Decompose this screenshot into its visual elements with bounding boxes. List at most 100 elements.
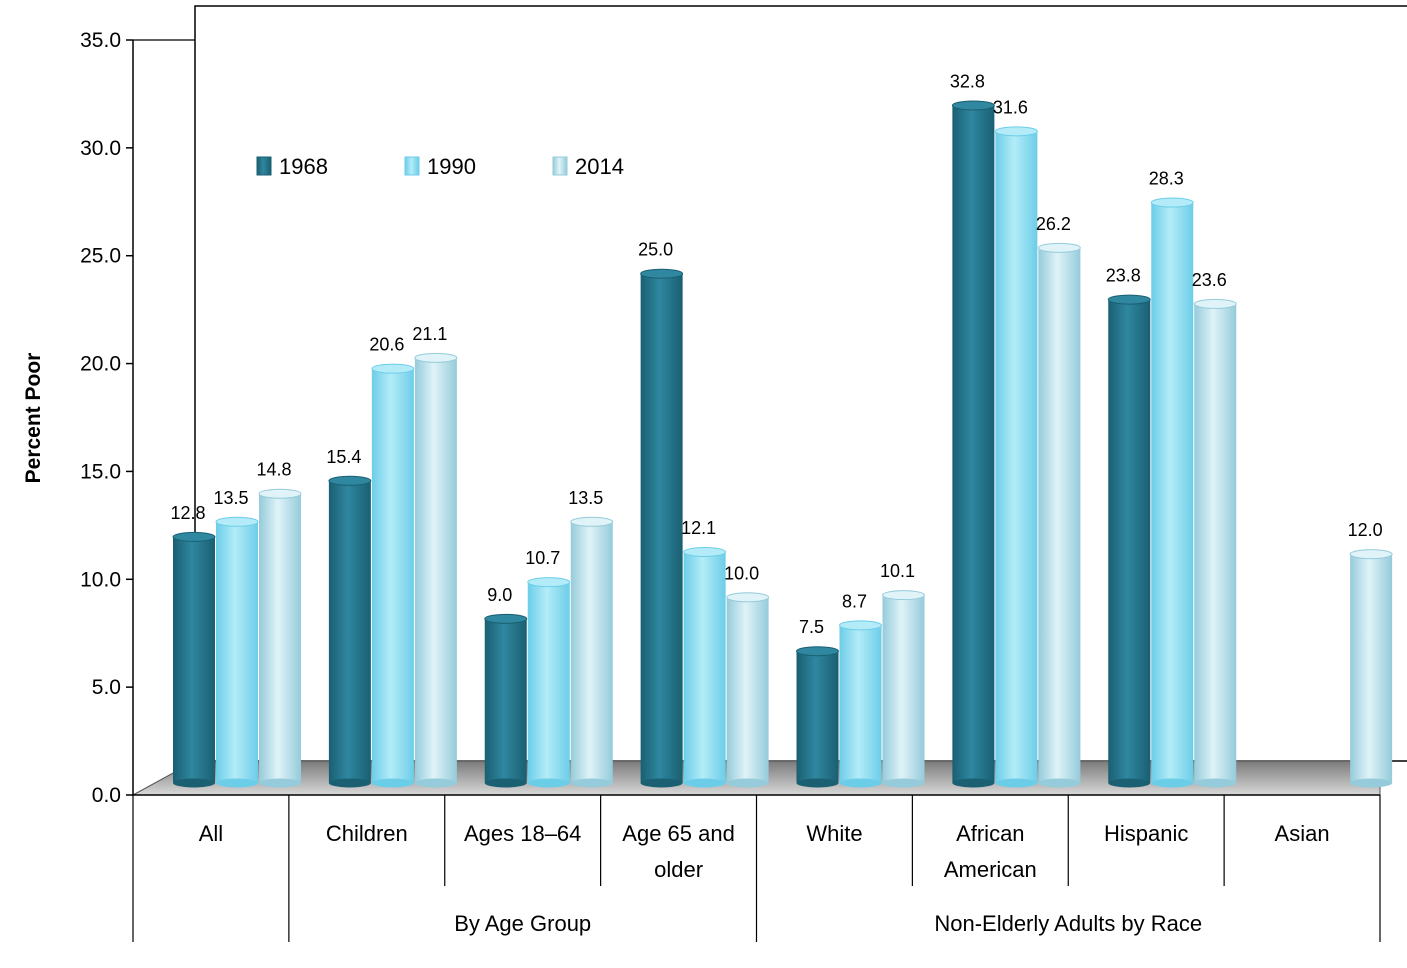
bar-base xyxy=(371,778,414,788)
legend-item-1990: 1990 xyxy=(404,154,476,179)
y-tick-label: 15.0 xyxy=(80,460,121,483)
bar-2014[interactable] xyxy=(882,590,925,788)
bar-base xyxy=(1194,778,1237,788)
bar-cap xyxy=(839,620,882,631)
data-label: 8.7 xyxy=(842,591,867,611)
bar-cap xyxy=(527,577,571,588)
bar-1990[interactable] xyxy=(215,516,259,788)
bar-body[interactable] xyxy=(1151,202,1194,783)
bar-base xyxy=(1108,778,1151,788)
data-label: 32.8 xyxy=(950,71,985,91)
bar-body[interactable] xyxy=(882,595,925,783)
bar-2014[interactable] xyxy=(1193,298,1237,788)
bar-base xyxy=(995,778,1038,788)
legend-swatch xyxy=(552,156,568,176)
bar-1968[interactable] xyxy=(484,613,528,788)
bar-cap xyxy=(570,516,614,527)
data-label: 28.3 xyxy=(1149,169,1184,189)
bar-cap xyxy=(994,126,1038,137)
bar-cap xyxy=(328,475,372,486)
bar-1990[interactable] xyxy=(839,620,882,788)
bar-body[interactable] xyxy=(484,618,527,783)
bar-1968[interactable] xyxy=(1107,294,1151,788)
bars-layer xyxy=(172,100,1393,788)
bar-base xyxy=(1151,778,1194,788)
bar-body[interactable] xyxy=(1108,299,1151,783)
bar-body[interactable] xyxy=(1038,247,1081,784)
bar-body[interactable] xyxy=(216,521,258,783)
bar-1990[interactable] xyxy=(1150,197,1194,788)
bar-cap xyxy=(796,646,839,657)
data-label: 20.6 xyxy=(369,335,404,355)
bar-1968[interactable] xyxy=(172,531,216,788)
bar-1990[interactable] xyxy=(371,363,415,788)
bar-cap xyxy=(172,531,216,542)
bar-body[interactable] xyxy=(527,582,570,783)
legend-item-1968: 1968 xyxy=(256,154,328,179)
bar-body[interactable] xyxy=(839,625,882,783)
bar-cap xyxy=(640,268,684,279)
category-label: All xyxy=(199,821,223,846)
bar-2014[interactable] xyxy=(726,592,770,788)
bar-body[interactable] xyxy=(796,651,839,783)
legend-item-2014: 2014 xyxy=(552,154,624,179)
bar-body[interactable] xyxy=(259,493,301,783)
bar-body[interactable] xyxy=(683,551,726,783)
bar-base xyxy=(952,778,995,788)
bar-body[interactable] xyxy=(173,536,215,783)
category-label: Children xyxy=(326,821,408,846)
bar-2014[interactable] xyxy=(570,516,614,788)
bar-body[interactable] xyxy=(726,597,769,783)
data-label: 23.8 xyxy=(1106,266,1141,286)
bar-body[interactable] xyxy=(328,480,371,783)
bar-2014[interactable] xyxy=(258,488,302,788)
bar-cap xyxy=(1150,197,1194,208)
category-label: American xyxy=(944,857,1037,882)
bar-1990[interactable] xyxy=(527,577,571,788)
group-label: By Age Group xyxy=(454,911,591,936)
bar-body[interactable] xyxy=(952,105,995,783)
bar-2014[interactable] xyxy=(1349,549,1393,788)
data-label: 25.0 xyxy=(638,240,673,260)
bar-1968[interactable] xyxy=(640,268,684,788)
bar-body[interactable] xyxy=(640,273,683,783)
data-label: 23.6 xyxy=(1192,270,1227,290)
bar-body[interactable] xyxy=(1350,554,1393,783)
bar-1968[interactable] xyxy=(796,646,839,788)
y-tick-label: 20.0 xyxy=(80,353,121,376)
bar-cap xyxy=(215,516,259,527)
bar-cap xyxy=(1193,298,1237,309)
bar-2014[interactable] xyxy=(414,352,458,788)
y-tick-label: 10.0 xyxy=(80,568,121,591)
category-label: African xyxy=(956,821,1024,846)
legend-label: 2014 xyxy=(575,154,624,179)
data-label: 10.7 xyxy=(525,548,560,568)
bar-cap xyxy=(414,352,458,363)
data-label: 7.5 xyxy=(799,617,824,637)
legend-label: 1990 xyxy=(427,154,476,179)
bar-cap xyxy=(951,100,995,111)
bar-1990[interactable] xyxy=(683,546,727,788)
legend-label: 1968 xyxy=(279,154,328,179)
bar-body[interactable] xyxy=(995,131,1038,784)
bar-body[interactable] xyxy=(1194,303,1237,783)
bar-cap xyxy=(726,592,770,603)
bar-1990[interactable] xyxy=(994,126,1038,788)
bar-base xyxy=(527,778,570,788)
y-tick-label: 30.0 xyxy=(80,137,121,160)
group-label: Non-Elderly Adults by Race xyxy=(934,911,1202,936)
bar-1968[interactable] xyxy=(951,100,995,788)
data-label: 12.0 xyxy=(1348,520,1383,540)
y-axis-label: Percent Poor xyxy=(22,353,45,484)
bar-1968[interactable] xyxy=(328,475,372,788)
bar-base xyxy=(726,778,769,788)
bar-base xyxy=(173,778,215,788)
bar-body[interactable] xyxy=(371,368,414,783)
y-tick-label: 0.0 xyxy=(92,784,121,807)
bar-body[interactable] xyxy=(414,357,457,783)
data-label: 31.6 xyxy=(993,97,1028,117)
bar-body[interactable] xyxy=(570,521,613,783)
bar-base xyxy=(1038,778,1081,788)
bar-2014[interactable] xyxy=(1037,242,1081,788)
